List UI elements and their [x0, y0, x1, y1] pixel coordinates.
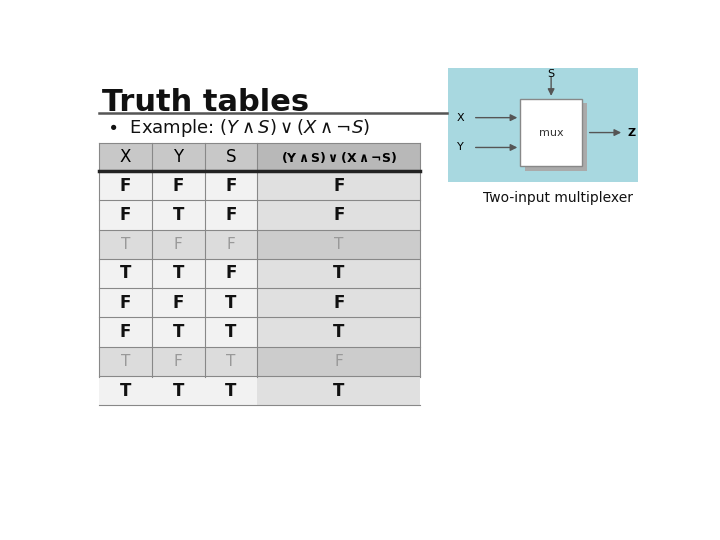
Text: F: F — [173, 294, 184, 312]
Text: F: F — [225, 265, 237, 282]
Bar — [152, 171, 204, 200]
Bar — [99, 288, 152, 318]
Text: F: F — [120, 294, 131, 312]
Bar — [99, 376, 152, 405]
Text: F: F — [120, 206, 131, 224]
Bar — [520, 99, 582, 166]
Bar — [258, 318, 420, 347]
Bar — [152, 259, 204, 288]
Bar — [204, 171, 258, 200]
Text: T: T — [334, 237, 343, 252]
Text: T: T — [120, 265, 131, 282]
Bar — [99, 143, 152, 171]
Text: F: F — [174, 354, 183, 369]
Bar — [258, 288, 420, 318]
Text: F: F — [333, 177, 344, 195]
Bar — [258, 143, 420, 171]
Text: T: T — [225, 294, 237, 312]
Text: $\mathbf{(Y \wedge S) \vee (X \wedge \neg S)}$: $\mathbf{(Y \wedge S) \vee (X \wedge \ne… — [281, 150, 397, 165]
Bar — [152, 143, 204, 171]
Text: T: T — [333, 381, 344, 400]
Bar — [152, 230, 204, 259]
Bar — [525, 103, 587, 171]
Bar — [152, 288, 204, 318]
Bar — [258, 171, 420, 200]
Bar — [204, 288, 258, 318]
Text: F: F — [225, 206, 237, 224]
Bar — [258, 376, 420, 405]
Bar — [99, 347, 152, 376]
Text: Y: Y — [174, 148, 184, 166]
Bar — [258, 200, 420, 230]
Text: F: F — [173, 177, 184, 195]
Text: Y: Y — [457, 143, 464, 152]
Text: T: T — [333, 323, 344, 341]
Text: T: T — [333, 265, 344, 282]
Bar — [99, 230, 152, 259]
Text: T: T — [173, 381, 184, 400]
Text: T: T — [120, 381, 131, 400]
Text: F: F — [333, 294, 344, 312]
Text: S: S — [548, 70, 554, 79]
Text: Truth tables: Truth tables — [102, 88, 309, 117]
Text: T: T — [121, 237, 130, 252]
Text: F: F — [225, 177, 237, 195]
Bar — [99, 259, 152, 288]
Bar — [152, 200, 204, 230]
Text: T: T — [121, 354, 130, 369]
Text: T: T — [173, 323, 184, 341]
Text: X: X — [120, 148, 131, 166]
Bar — [204, 143, 258, 171]
Text: T: T — [226, 354, 235, 369]
Bar — [204, 230, 258, 259]
Bar — [258, 347, 420, 376]
Text: F: F — [334, 354, 343, 369]
Bar — [204, 200, 258, 230]
Text: F: F — [227, 237, 235, 252]
Bar — [204, 347, 258, 376]
Text: F: F — [120, 177, 131, 195]
Bar — [152, 376, 204, 405]
Bar — [99, 200, 152, 230]
Text: F: F — [120, 323, 131, 341]
Text: Two-input multiplexer: Two-input multiplexer — [484, 191, 634, 205]
Text: X: X — [456, 113, 464, 123]
Text: T: T — [173, 265, 184, 282]
Bar — [258, 230, 420, 259]
Bar — [448, 68, 638, 182]
Text: T: T — [173, 206, 184, 224]
Text: mux: mux — [539, 127, 564, 138]
Text: F: F — [174, 237, 183, 252]
Bar — [204, 376, 258, 405]
Text: F: F — [333, 206, 344, 224]
Bar — [152, 347, 204, 376]
Text: $\bullet$  Example: $(Y \wedge S) \vee (X \wedge \neg S)$: $\bullet$ Example: $(Y \wedge S) \vee (X… — [107, 117, 370, 139]
Text: T: T — [225, 381, 237, 400]
Text: T: T — [225, 323, 237, 341]
Text: Z: Z — [628, 127, 636, 138]
Bar — [99, 171, 152, 200]
Bar — [152, 318, 204, 347]
Bar — [258, 259, 420, 288]
Bar — [204, 259, 258, 288]
Bar — [204, 318, 258, 347]
Text: S: S — [226, 148, 236, 166]
Bar — [99, 318, 152, 347]
